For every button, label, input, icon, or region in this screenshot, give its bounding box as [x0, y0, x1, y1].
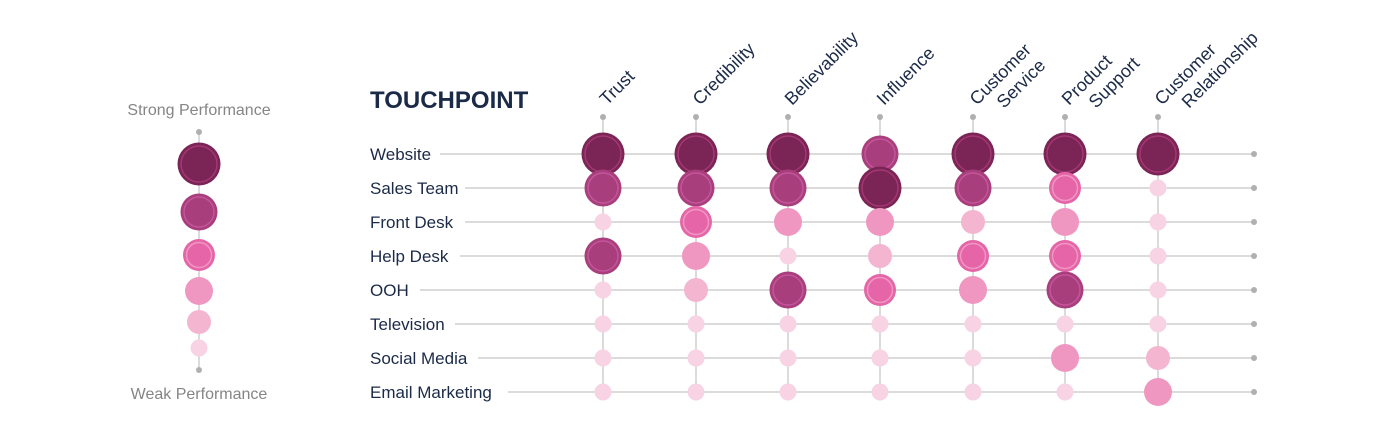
bubble — [871, 349, 889, 367]
bubble — [687, 383, 705, 401]
bubble — [871, 315, 889, 333]
row-end-dot — [1251, 185, 1257, 191]
legend-strong-label: Strong Performance — [127, 102, 270, 119]
bubble — [584, 237, 622, 275]
legend-bubble-level-5 — [180, 193, 218, 231]
row-end-dot — [1251, 253, 1257, 259]
bubble — [594, 213, 612, 231]
row-label: Television — [370, 315, 445, 334]
bubble — [581, 132, 625, 176]
bubble — [766, 132, 810, 176]
bubble — [1149, 247, 1167, 265]
bubble — [951, 132, 995, 176]
row-label: OOH — [370, 281, 409, 300]
bubble — [1149, 281, 1167, 299]
bubble — [594, 349, 612, 367]
bubble — [961, 210, 985, 234]
bubble-layer — [581, 132, 1180, 406]
bubble — [1049, 172, 1081, 204]
bubble — [1149, 315, 1167, 333]
column-top-dot — [600, 114, 606, 120]
bubble — [779, 315, 797, 333]
legend-weak-label: Weak Performance — [131, 386, 268, 403]
bubble — [594, 281, 612, 299]
bubble — [687, 315, 705, 333]
bubble — [769, 271, 807, 309]
bubble — [1144, 378, 1172, 406]
legend-bottom-dot — [196, 367, 202, 373]
row-label: Sales Team — [370, 179, 459, 198]
performance-legend: Strong Performance Weak Performance — [127, 102, 270, 403]
bubble — [684, 278, 708, 302]
row-end-dot — [1251, 287, 1257, 293]
bubble — [674, 132, 718, 176]
bubble — [1149, 213, 1167, 231]
bubble — [1056, 383, 1074, 401]
row-label: Front Desk — [370, 213, 454, 232]
chart-title: TOUCHPOINT — [370, 87, 529, 114]
bubble — [682, 242, 710, 270]
bubble — [959, 276, 987, 304]
row-label: Email Marketing — [370, 383, 492, 402]
legend-bubble-level-4 — [183, 239, 215, 271]
bubble — [1046, 271, 1084, 309]
bubble — [677, 169, 715, 207]
row-label: Social Media — [370, 349, 468, 368]
bubble — [954, 169, 992, 207]
bubble — [964, 315, 982, 333]
legend-bubble-level-1 — [190, 339, 208, 357]
bubble — [964, 383, 982, 401]
bubble — [779, 383, 797, 401]
bubble — [779, 349, 797, 367]
row-end-dot — [1251, 389, 1257, 395]
bubble — [1049, 240, 1081, 272]
bubble — [1136, 132, 1180, 176]
bubble — [774, 208, 802, 236]
column-label: Believability — [781, 27, 862, 108]
legend-top-dot — [196, 129, 202, 135]
row-end-dot — [1251, 321, 1257, 327]
legend-bubble-level-2 — [187, 310, 211, 334]
column-label: Influence — [873, 43, 939, 109]
row-label: Website — [370, 145, 431, 164]
column-top-dot — [1062, 114, 1068, 120]
bubble — [1149, 179, 1167, 197]
column-label: Trust — [596, 66, 639, 109]
row-end-dot — [1251, 151, 1257, 157]
column-top-dot — [1155, 114, 1161, 120]
bubble — [858, 166, 902, 210]
bubble — [769, 169, 807, 207]
column-top-dot — [785, 114, 791, 120]
bubble — [1056, 315, 1074, 333]
bubble — [1146, 346, 1170, 370]
column-top-dot — [693, 114, 699, 120]
row-end-dot — [1251, 355, 1257, 361]
bubble — [964, 349, 982, 367]
bubble — [864, 274, 896, 306]
bubble — [594, 315, 612, 333]
column-top-dot — [970, 114, 976, 120]
bubble — [871, 383, 889, 401]
bubble — [594, 383, 612, 401]
matrix-grid: Trust Credibility Believability Influence Cu… — [370, 27, 1262, 402]
bubble — [866, 208, 894, 236]
bubble — [957, 240, 989, 272]
bubble — [1051, 344, 1079, 372]
bubble — [1051, 208, 1079, 236]
bubble — [868, 244, 892, 268]
column-label: Credibility — [689, 39, 759, 109]
bubble — [779, 247, 797, 265]
bubble — [680, 206, 712, 238]
bubble — [687, 349, 705, 367]
bubble — [1043, 132, 1087, 176]
row-end-dot — [1251, 219, 1257, 225]
column-top-dot — [877, 114, 883, 120]
legend-bubble-level-3 — [185, 277, 213, 305]
legend-bubble-level-6 — [177, 142, 221, 186]
row-label: Help Desk — [370, 247, 449, 266]
bubble — [584, 169, 622, 207]
